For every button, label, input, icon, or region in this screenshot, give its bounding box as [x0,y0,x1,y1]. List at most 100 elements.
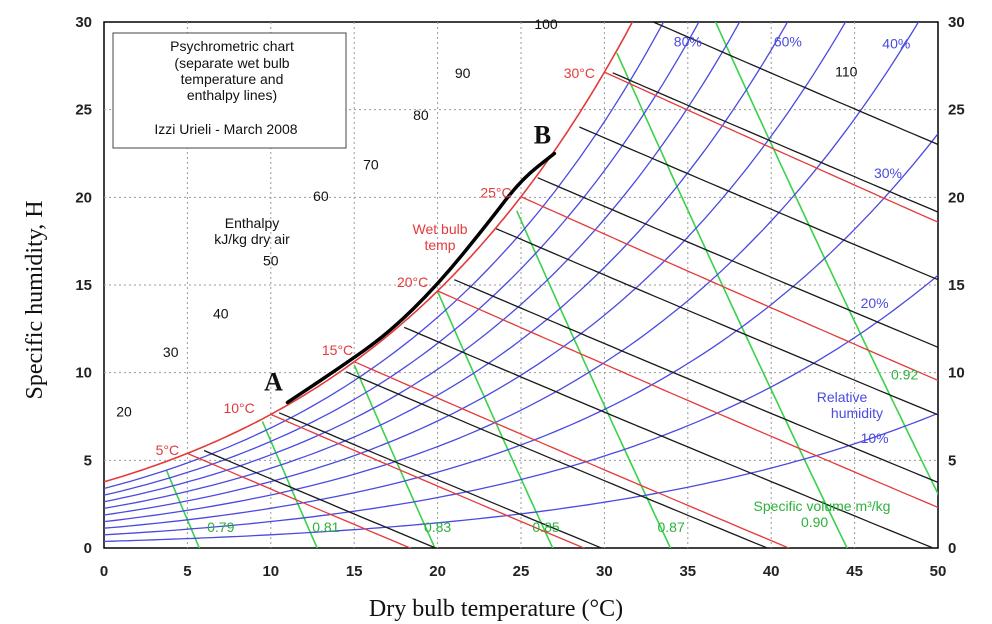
saturation-line [104,22,634,483]
wet-bulb-line [520,196,938,382]
specific-volume-line [714,22,938,496]
process-path [285,151,557,405]
enthalpy-value-label: 60 [313,188,329,204]
enthalpy-line [278,412,604,548]
specific-volume-lines [165,22,938,548]
x-axis-title: Dry bulb temperature (°C) [369,596,623,622]
enthalpy-unit: kJ/kg dry air [214,231,290,247]
relative-humidity-curve [104,22,741,503]
enthalpy-value-label: 110 [835,63,858,79]
enthalpy-line [403,326,935,548]
wet-bulb-value-label: 10°C [223,400,254,416]
y-tick-label-left: 10 [75,365,92,382]
x-tick-label: 30 [596,563,613,580]
wet-bulb-line [353,361,791,548]
plot-area [104,22,938,548]
y-tick-label-right: 5 [948,452,956,469]
relative-humidity-curve [104,133,938,529]
y-axis-title: Specific humidity, H [22,200,48,399]
point-b-label: B [534,121,551,150]
x-tick-label: 50 [930,563,947,580]
wet-bulb-value-label: 25°C [480,184,511,200]
specific-volume-value-label: 0.87 [657,519,684,535]
wet-bulb-line [187,452,412,548]
rh-title-1: Relative [817,389,868,405]
y-tick-label-right: 0 [948,540,956,557]
x-tick-label: 10 [262,563,279,580]
y-tick-label-left: 30 [75,14,92,31]
wet-bulb-value-label: 20°C [397,274,428,290]
specific-volume-line [353,364,436,548]
y-tick-label-right: 15 [948,277,965,294]
relative-humidity-curve [104,22,665,490]
relative-humidity-curve [104,22,847,516]
wet-bulb-line [270,413,586,548]
y-tick-label-right: 30 [948,14,965,31]
enthalpy-title: Enthalpy [225,215,279,231]
specific-volume-line [261,421,319,548]
specific-volume-value-label: 0.85 [532,519,559,535]
enthalpy-value-label: 30 [163,344,179,360]
enthalpy-value-label: 80 [413,107,429,123]
specific-volume-line [436,291,554,548]
specific-volume-line [516,210,672,548]
specific-volume-line [616,52,848,548]
relative-humidity-curve [104,22,920,523]
point-a-label: A [264,367,283,396]
y-tick-label-right: 20 [948,189,965,206]
curve-labels: A B 20 30 40 50 60 70 80 90 100 110 5°C 10°C 15°C 20°C 2… [116,16,918,535]
enthalpy-line [495,228,938,416]
x-tick-label: 15 [346,563,363,580]
info-box-frame [112,32,347,149]
x-tick-label: 20 [429,563,446,580]
enthalpy-line [651,22,938,146]
sv-title: Specific volume m³/kg [754,498,891,514]
process-path-line [285,151,557,405]
info-box-line-2: temperature and [181,71,284,87]
enthalpy-value-label: 50 [263,253,279,269]
specific-volume-value-label: 0.83 [424,519,451,535]
specific-volume-value-label: 0.81 [312,519,339,535]
enthalpy-value-label: 100 [534,16,558,32]
enthalpy-value-label: 40 [213,305,229,321]
y-tick-label-left: 5 [84,452,92,469]
x-tick-label: 40 [763,563,780,580]
relative-humidity-value-label: 80% [674,34,702,50]
wet-bulb-title-2: temp [424,237,455,253]
info-box-title: Psychrometric chart [170,38,294,54]
wet-bulb-value-label: 30°C [564,65,595,81]
wet-bulb-value-label: 5°C [156,442,180,458]
wet-bulb-value-label: 15°C [322,342,353,358]
y-tick-label-right: 10 [948,365,965,382]
x-tick-label: 35 [679,563,696,580]
info-box-author: Izzi Urieli - March 2008 [154,121,297,137]
enthalpy-value-label: 20 [116,404,132,420]
specific-volume-value-label: 0.79 [207,519,234,535]
info-box-line-1: (separate wet bulb [174,55,289,71]
enthalpy-line [537,177,938,349]
saturation-curve [104,22,634,483]
wet-bulb-lines [187,71,938,548]
wet-bulb-line [437,290,938,509]
relative-humidity-curve [104,274,938,536]
wet-bulb-title-1: Wet bulb [413,221,468,237]
enthalpy-lines [203,22,938,548]
x-tick-label: 25 [513,563,530,580]
enthalpy-line [579,126,938,281]
y-tick-label-left: 20 [75,189,92,206]
enthalpy-value-label: 90 [455,65,471,81]
specific-volume-value-label: 0.92 [891,367,918,383]
enthalpy-line [612,72,938,213]
x-tick-label: 45 [846,563,863,580]
y-tick-label-left: 25 [75,102,92,119]
info-box-line-3: enthalpy lines) [187,87,277,103]
relative-humidity-value-label: 10% [861,430,889,446]
enthalpy-value-label: 70 [363,156,379,172]
wet-bulb-line [604,71,938,223]
x-tick-label: 0 [100,563,108,580]
chart-info-box: Psychrometric chart (separate wet bulb t… [112,32,347,149]
relative-humidity-value-label: 60% [774,34,802,50]
y-tick-label-left: 15 [75,277,92,294]
relative-humidity-value-label: 20% [861,295,889,311]
